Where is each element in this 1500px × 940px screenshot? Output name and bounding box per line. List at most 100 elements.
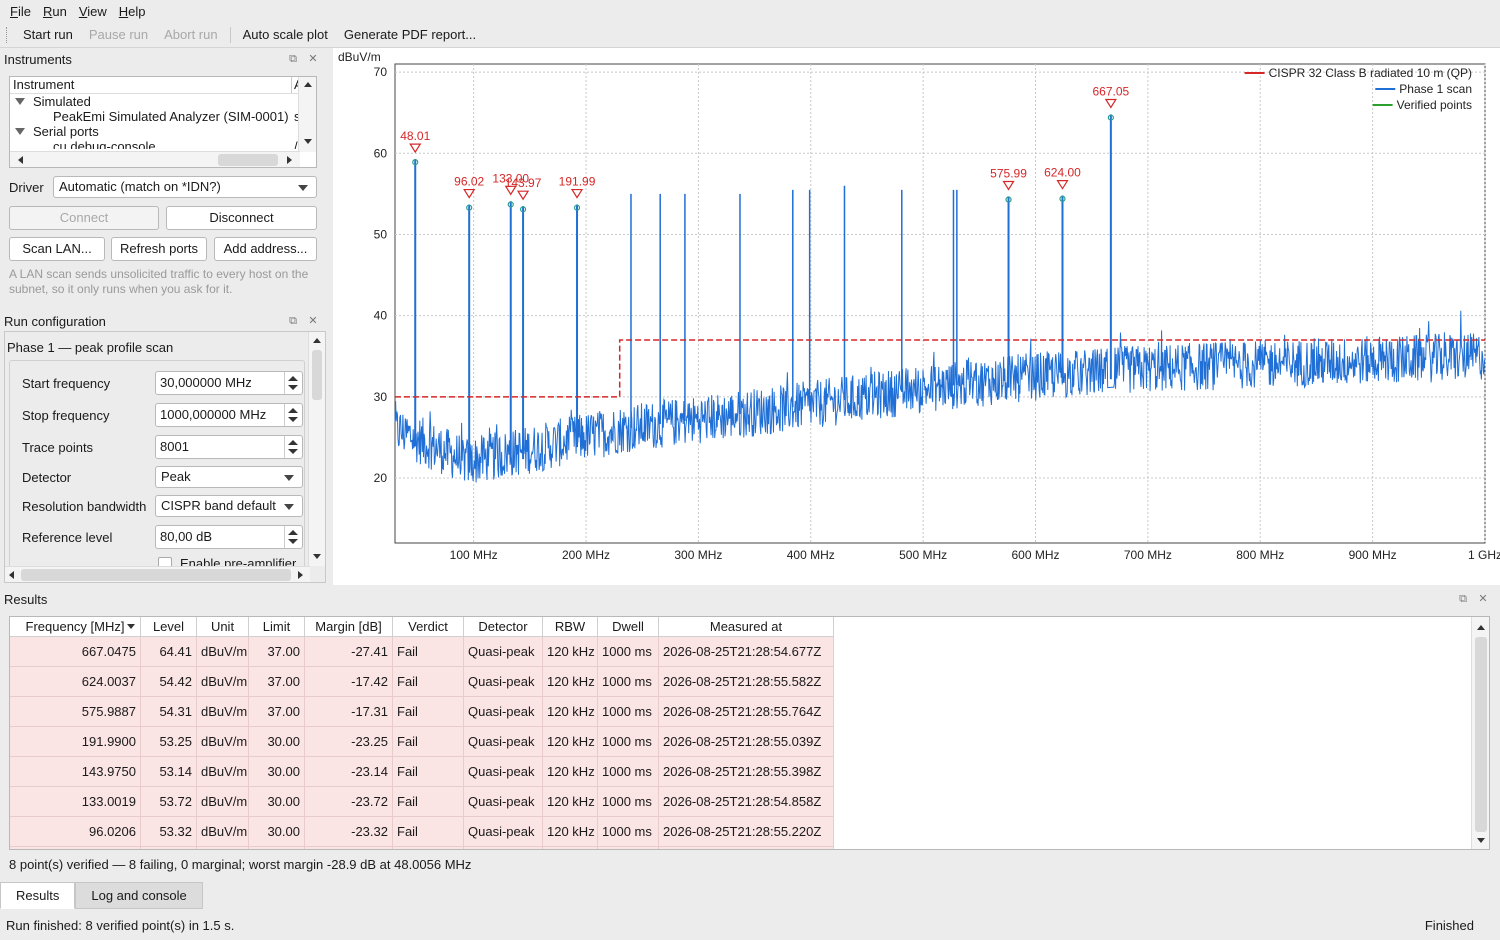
results-vertical-scrollbar[interactable]	[1471, 617, 1489, 849]
column-header[interactable]: Dwell	[598, 617, 659, 637]
scan-lan-button[interactable]: Scan LAN...	[9, 237, 105, 261]
disconnect-button[interactable]: Disconnect	[166, 206, 317, 230]
close-icon[interactable]: ✕	[308, 315, 318, 327]
spectrum-chart-svg[interactable]: 100 MHz 200 MHz 300 MHz 400 MHz 500 MHz 600 M…	[333, 48, 1500, 585]
results-summary: 8 point(s) verified — 8 failing, 0 margi…	[9, 857, 472, 872]
peak-marker-icon	[516, 190, 530, 201]
tree-item-sim-analyzer[interactable]: PeakEmi Simulated Analyzer (SIM-0001) s	[10, 109, 316, 124]
peak-marker-icon	[570, 188, 584, 199]
column-header[interactable]: Frequency [MHz]	[10, 617, 141, 637]
tree-item-debug-console[interactable]: cu.debug-console /	[10, 139, 316, 149]
rbw-select[interactable]: CISPR band default	[155, 495, 303, 517]
table-cell: 2026-08-25T21:28:54.677Z	[659, 637, 834, 667]
spin-down-icon[interactable]	[288, 417, 298, 422]
connect-button[interactable]: Connect	[9, 206, 159, 230]
spin-up-icon[interactable]	[288, 408, 298, 413]
table-cell: 53.25	[141, 727, 197, 757]
tab-results[interactable]: Results	[0, 882, 76, 909]
table-cell: 96.0206	[10, 817, 141, 847]
column-header[interactable]: Measured at	[659, 617, 834, 637]
peak-marker-icon	[1002, 180, 1015, 191]
spin-down-icon[interactable]	[288, 539, 298, 544]
refresh-ports-button[interactable]: Refresh ports	[111, 237, 207, 261]
start-frequency-spinbox[interactable]: 30,000000 MHz	[155, 371, 303, 395]
spin-up-icon[interactable]	[288, 530, 298, 535]
spin-down-icon[interactable]	[288, 385, 298, 390]
reference-level-spinbox[interactable]: 80,00 dB	[155, 525, 303, 549]
tree-horizontal-scrollbar[interactable]	[10, 151, 300, 167]
close-icon[interactable]: ✕	[308, 53, 318, 65]
table-cell: 37.00	[249, 697, 305, 727]
float-icon[interactable]: ⧉	[289, 315, 297, 327]
table-cell: 2026-08-25T21:28:55.039Z	[659, 727, 834, 757]
float-icon[interactable]: ⧉	[289, 53, 297, 65]
table-row[interactable]	[10, 847, 834, 849]
column-header[interactable]: Margin [dB]	[305, 617, 393, 637]
tab-log-and-console[interactable]: Log and console	[75, 882, 203, 909]
table-row[interactable]: 96.0206 53.32 dBuV/m 30.00 -23.32 Fail Quasi-p…	[10, 817, 834, 847]
tree-group-simulated[interactable]: Simulated	[10, 94, 316, 109]
expand-triangle-icon[interactable]	[15, 128, 25, 135]
table-cell: 53.14	[141, 757, 197, 787]
trace-points-spinbox[interactable]: 8001	[155, 435, 303, 459]
generate-pdf-report-button[interactable]: Generate PDF report...	[343, 27, 477, 42]
table-cell: Quasi-peak	[464, 757, 543, 787]
instrument-tree[interactable]: Instrument A Simulated PeakEmi Simulated…	[9, 76, 317, 168]
spin-down-icon[interactable]	[288, 449, 298, 454]
peak-marker-label: 133.00	[492, 171, 529, 185]
menu-view[interactable]: View	[78, 3, 107, 19]
peak-marker-icon	[504, 185, 517, 196]
instrument-column-header[interactable]: Instrument	[10, 77, 292, 93]
menu-file[interactable]: File	[10, 3, 31, 19]
table-row[interactable]: 624.0037 54.42 dBuV/m 37.00 -17.42 Fail Quasi-…	[10, 667, 834, 697]
tree-item-address: s	[294, 109, 301, 124]
table-row[interactable]: 575.9887 54.31 dBuV/m 37.00 -17.31 Fail Quasi-…	[10, 697, 834, 727]
run-config-horizontal-scrollbar[interactable]	[5, 566, 310, 582]
pause-run-button[interactable]: Pause run	[88, 27, 149, 42]
start-run-button[interactable]: Start run	[23, 27, 73, 42]
run-config-vertical-scrollbar[interactable]	[308, 332, 325, 566]
abort-run-button[interactable]: Abort run	[164, 27, 218, 42]
spectrum-plot[interactable]: 100 MHz 200 MHz 300 MHz 400 MHz 500 MHz 600 M…	[333, 48, 1500, 585]
auto-scale-plot-button[interactable]: Auto scale plot	[242, 27, 328, 42]
close-icon[interactable]: ✕	[1478, 593, 1488, 605]
results-table[interactable]: Frequency [MHz] Level Unit Limit Margin [dB]…	[9, 616, 1490, 850]
run-config-scroll-area[interactable]: Phase 1 — peak profile scan Start freque…	[4, 331, 326, 583]
table-row[interactable]: 133.0019 53.72 dBuV/m 30.00 -23.72 Fail Quasi-…	[10, 787, 834, 817]
detector-select[interactable]: Peak	[155, 466, 303, 488]
float-icon[interactable]: ⧉	[1459, 593, 1467, 605]
column-header[interactable]: Unit	[197, 617, 249, 637]
menu-help[interactable]: Help	[118, 3, 146, 19]
table-cell	[249, 847, 305, 849]
tree-vertical-scrollbar[interactable]	[298, 77, 316, 152]
column-header[interactable]: Level	[141, 617, 197, 637]
spin-up-icon[interactable]	[288, 440, 298, 445]
driver-select[interactable]: Automatic (match on *IDN?)	[53, 176, 317, 198]
add-address-button[interactable]: Add address...	[214, 237, 317, 261]
expand-triangle-icon[interactable]	[15, 98, 25, 105]
table-cell: Fail	[393, 757, 464, 787]
stop-frequency-spinbox[interactable]: 1000,000000 MHz	[155, 403, 303, 427]
table-row[interactable]: 191.9900 53.25 dBuV/m 30.00 -23.25 Fail Quasi-…	[10, 727, 834, 757]
tree-group-serial-ports[interactable]: Serial ports	[10, 124, 316, 139]
address-column-header[interactable]: A	[292, 77, 301, 93]
menu-run[interactable]: Run	[42, 3, 67, 19]
table-cell: 2026-08-25T21:28:55.764Z	[659, 697, 834, 727]
detector-select-value: Peak	[161, 469, 191, 484]
toolbar-grip[interactable]	[6, 26, 9, 43]
table-cell: 667.0475	[10, 637, 141, 667]
table-cell: -23.72	[305, 787, 393, 817]
x-tick-label: 400 MHz	[787, 548, 835, 562]
table-row[interactable]: 667.0475 64.41 dBuV/m 37.00 -27.41 Fail Quasi-…	[10, 637, 834, 667]
column-header[interactable]: Verdict	[393, 617, 464, 637]
column-header[interactable]: RBW	[543, 617, 598, 637]
peak-marker-icon	[463, 188, 476, 199]
detector-label: Detector	[22, 470, 72, 485]
run-config-dock-header: Run configuration ⧉ ✕	[4, 312, 326, 330]
column-header[interactable]: Limit	[249, 617, 305, 637]
results-dock-title: Results	[4, 591, 48, 607]
table-cell: 54.31	[141, 697, 197, 727]
table-row[interactable]: 143.9750 53.14 dBuV/m 30.00 -23.14 Fail Quasi-…	[10, 757, 834, 787]
spin-up-icon[interactable]	[288, 376, 298, 381]
column-header[interactable]: Detector	[464, 617, 543, 637]
